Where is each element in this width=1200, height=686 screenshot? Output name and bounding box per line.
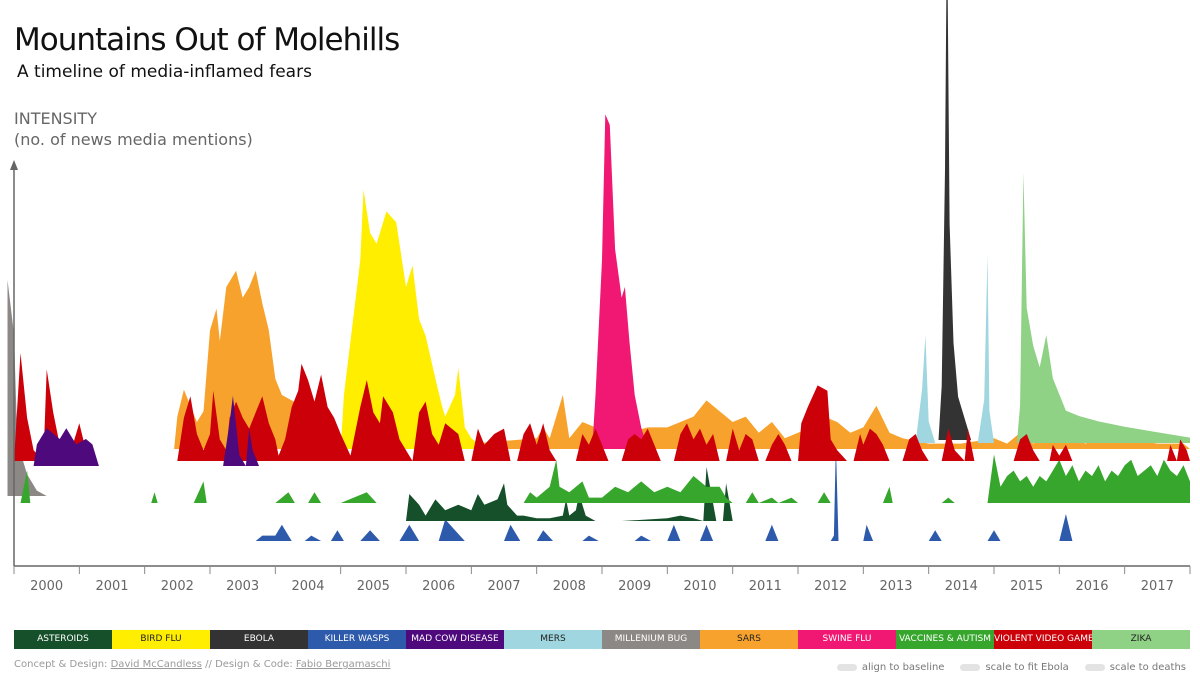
x-tick-label: 2000 <box>30 579 63 594</box>
chart-title: Mountains Out of Molehills <box>14 22 400 58</box>
x-tick-label: 2008 <box>553 579 586 594</box>
series-area-swine-flu <box>592 114 648 449</box>
x-tick-label: 2012 <box>814 579 847 594</box>
x-tick-label: 2007 <box>487 579 520 594</box>
series-area-ebola <box>938 0 972 440</box>
legend-item-zika[interactable]: Zika <box>1092 630 1190 649</box>
legend-item-swine-flu[interactable]: Swine Flu <box>798 630 896 649</box>
legend-item-sars[interactable]: SARS <box>700 630 798 649</box>
series-area-asteroids <box>406 467 733 521</box>
legend-item-bird-flu[interactable]: Bird Flu <box>112 630 210 649</box>
x-tick-label: 2016 <box>1075 579 1108 594</box>
y-axis-label-line1: INTENSITY <box>14 109 97 128</box>
x-tick-label: 2011 <box>749 579 782 594</box>
series-area-mad-cow-disease <box>33 395 259 466</box>
code-author-link[interactable]: Fabio Bergamaschi <box>295 659 391 670</box>
legend-item-killer-wasps[interactable]: Killer Wasps <box>308 630 406 649</box>
legend-item-mad-cow-disease[interactable]: Mad Cow Disease <box>406 630 504 649</box>
code-label: Design & Code: <box>215 659 293 670</box>
x-tick-label: 2015 <box>1010 579 1043 594</box>
y-axis-arrow-icon <box>10 160 18 170</box>
series-area-violent-video-games <box>14 353 1190 461</box>
toggle-label: align to baseline <box>861 662 945 673</box>
series-area-vaccines-autism <box>20 454 1190 503</box>
x-tick-label: 2001 <box>95 579 128 594</box>
concept-author-link[interactable]: David McCandless <box>110 659 202 670</box>
toggle-align-baseline[interactable]: align to baseline <box>836 662 945 673</box>
legend-item-ebola[interactable]: Ebola <box>210 630 308 649</box>
toggle-label: scale to fit Ebola <box>985 662 1069 673</box>
x-tick-label: 2017 <box>1141 579 1174 594</box>
series-area-zika <box>1016 173 1190 443</box>
toggle-switch-icon[interactable] <box>836 664 857 671</box>
toggle-switch-icon[interactable] <box>1084 664 1105 671</box>
legend-item-millenium-bug[interactable]: Millenium Bug <box>602 630 700 649</box>
legend-item-vaccines-autism[interactable]: Vaccines & Autism <box>896 630 994 649</box>
toggle-switch-icon[interactable] <box>960 664 981 671</box>
x-tick-label: 2006 <box>422 579 455 594</box>
area-chart: 2000 2001 2002 2003 2004 2005 2006 2007 2008 2009… <box>7 0 1191 594</box>
toggle-label: scale to deaths <box>1109 662 1186 673</box>
credits-separator: // <box>205 659 212 670</box>
toggle-scale-deaths[interactable]: scale to deaths <box>1084 662 1186 673</box>
x-tick-label: 2009 <box>618 579 651 594</box>
series-area-sars <box>174 270 1191 449</box>
series-area-mers <box>915 254 994 443</box>
x-tick-label: 2013 <box>879 579 912 594</box>
y-axis-label: INTENSITY (no. of news media mentions) <box>14 108 253 150</box>
x-tick-label: 2002 <box>161 579 194 594</box>
x-tick-label: 2005 <box>357 579 390 594</box>
legend-item-asteroids[interactable]: Asteroids <box>14 630 112 649</box>
concept-label: Concept & Design: <box>14 659 108 670</box>
series-area-bird-flu <box>340 189 485 450</box>
view-toggles: align to baseline scale to fit Ebola sca… <box>836 662 1186 673</box>
legend-item-mers[interactable]: Mers <box>504 630 602 649</box>
legend-item-violent-video-games[interactable]: Violent Video Games <box>994 630 1092 649</box>
chart-subtitle: A timeline of media-inflamed fears <box>17 62 312 82</box>
legend: Asteroids Bird Flu Ebola Killer Wasps Mad Co… <box>14 630 1190 649</box>
series-area-killer-wasps <box>255 443 1073 541</box>
credits: Concept & Design: David McCandless // De… <box>14 659 390 670</box>
x-tick-label: 2010 <box>683 579 716 594</box>
toggle-scale-ebola[interactable]: scale to fit Ebola <box>960 662 1069 673</box>
x-tick-label: 2003 <box>226 579 259 594</box>
y-axis-label-line2: (no. of news media mentions) <box>14 130 253 149</box>
x-tick-label: 2004 <box>291 579 324 594</box>
x-tick-label: 2014 <box>945 579 978 594</box>
